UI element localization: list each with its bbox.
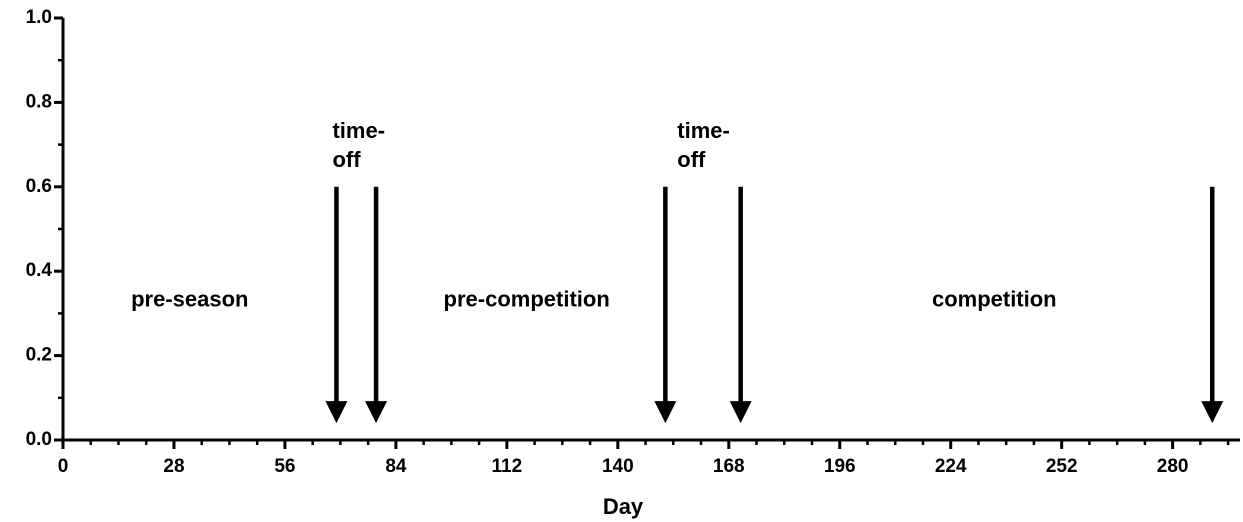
x-tick-label: 168 [713, 456, 745, 477]
y-tick-label: 0.6 [26, 176, 52, 197]
y-tick-label: 0.4 [26, 260, 53, 281]
x-tick-label: 140 [602, 456, 634, 477]
x-tick-label: 252 [1046, 456, 1078, 477]
x-axis-label: Day [603, 494, 644, 519]
x-tick-label: 112 [492, 456, 523, 477]
x-tick-label: 56 [274, 456, 295, 477]
arrow-head [729, 401, 752, 424]
annotation: time- [332, 118, 385, 143]
arrow [654, 186, 677, 424]
arrow-head [365, 401, 388, 424]
arrow-head [325, 401, 348, 424]
annotation: pre-season [131, 287, 248, 312]
y-tick-label: 1.0 [26, 7, 52, 28]
x-tick-label: 84 [385, 456, 407, 477]
y-tick-label: 0.2 [26, 345, 52, 366]
annotation: off [332, 147, 361, 172]
y-tick-label: 0.0 [26, 429, 52, 450]
x-tick-label: 28 [163, 456, 184, 477]
arrow-head [1201, 401, 1224, 424]
arrow [365, 186, 388, 424]
y-tick-label: 0.8 [26, 91, 52, 112]
annotation: pre-competition [444, 287, 610, 312]
annotation: competition [932, 287, 1057, 312]
arrow [325, 186, 348, 424]
arrow [729, 186, 752, 424]
annotation: time- [677, 118, 730, 143]
arrow [1201, 186, 1224, 424]
x-tick-label: 280 [1157, 456, 1189, 477]
annotation: off [677, 147, 706, 172]
arrow-head [654, 401, 677, 424]
x-tick-label: 224 [935, 456, 967, 477]
x-tick-label: 0 [58, 456, 69, 477]
x-tick-label: 196 [824, 456, 856, 477]
